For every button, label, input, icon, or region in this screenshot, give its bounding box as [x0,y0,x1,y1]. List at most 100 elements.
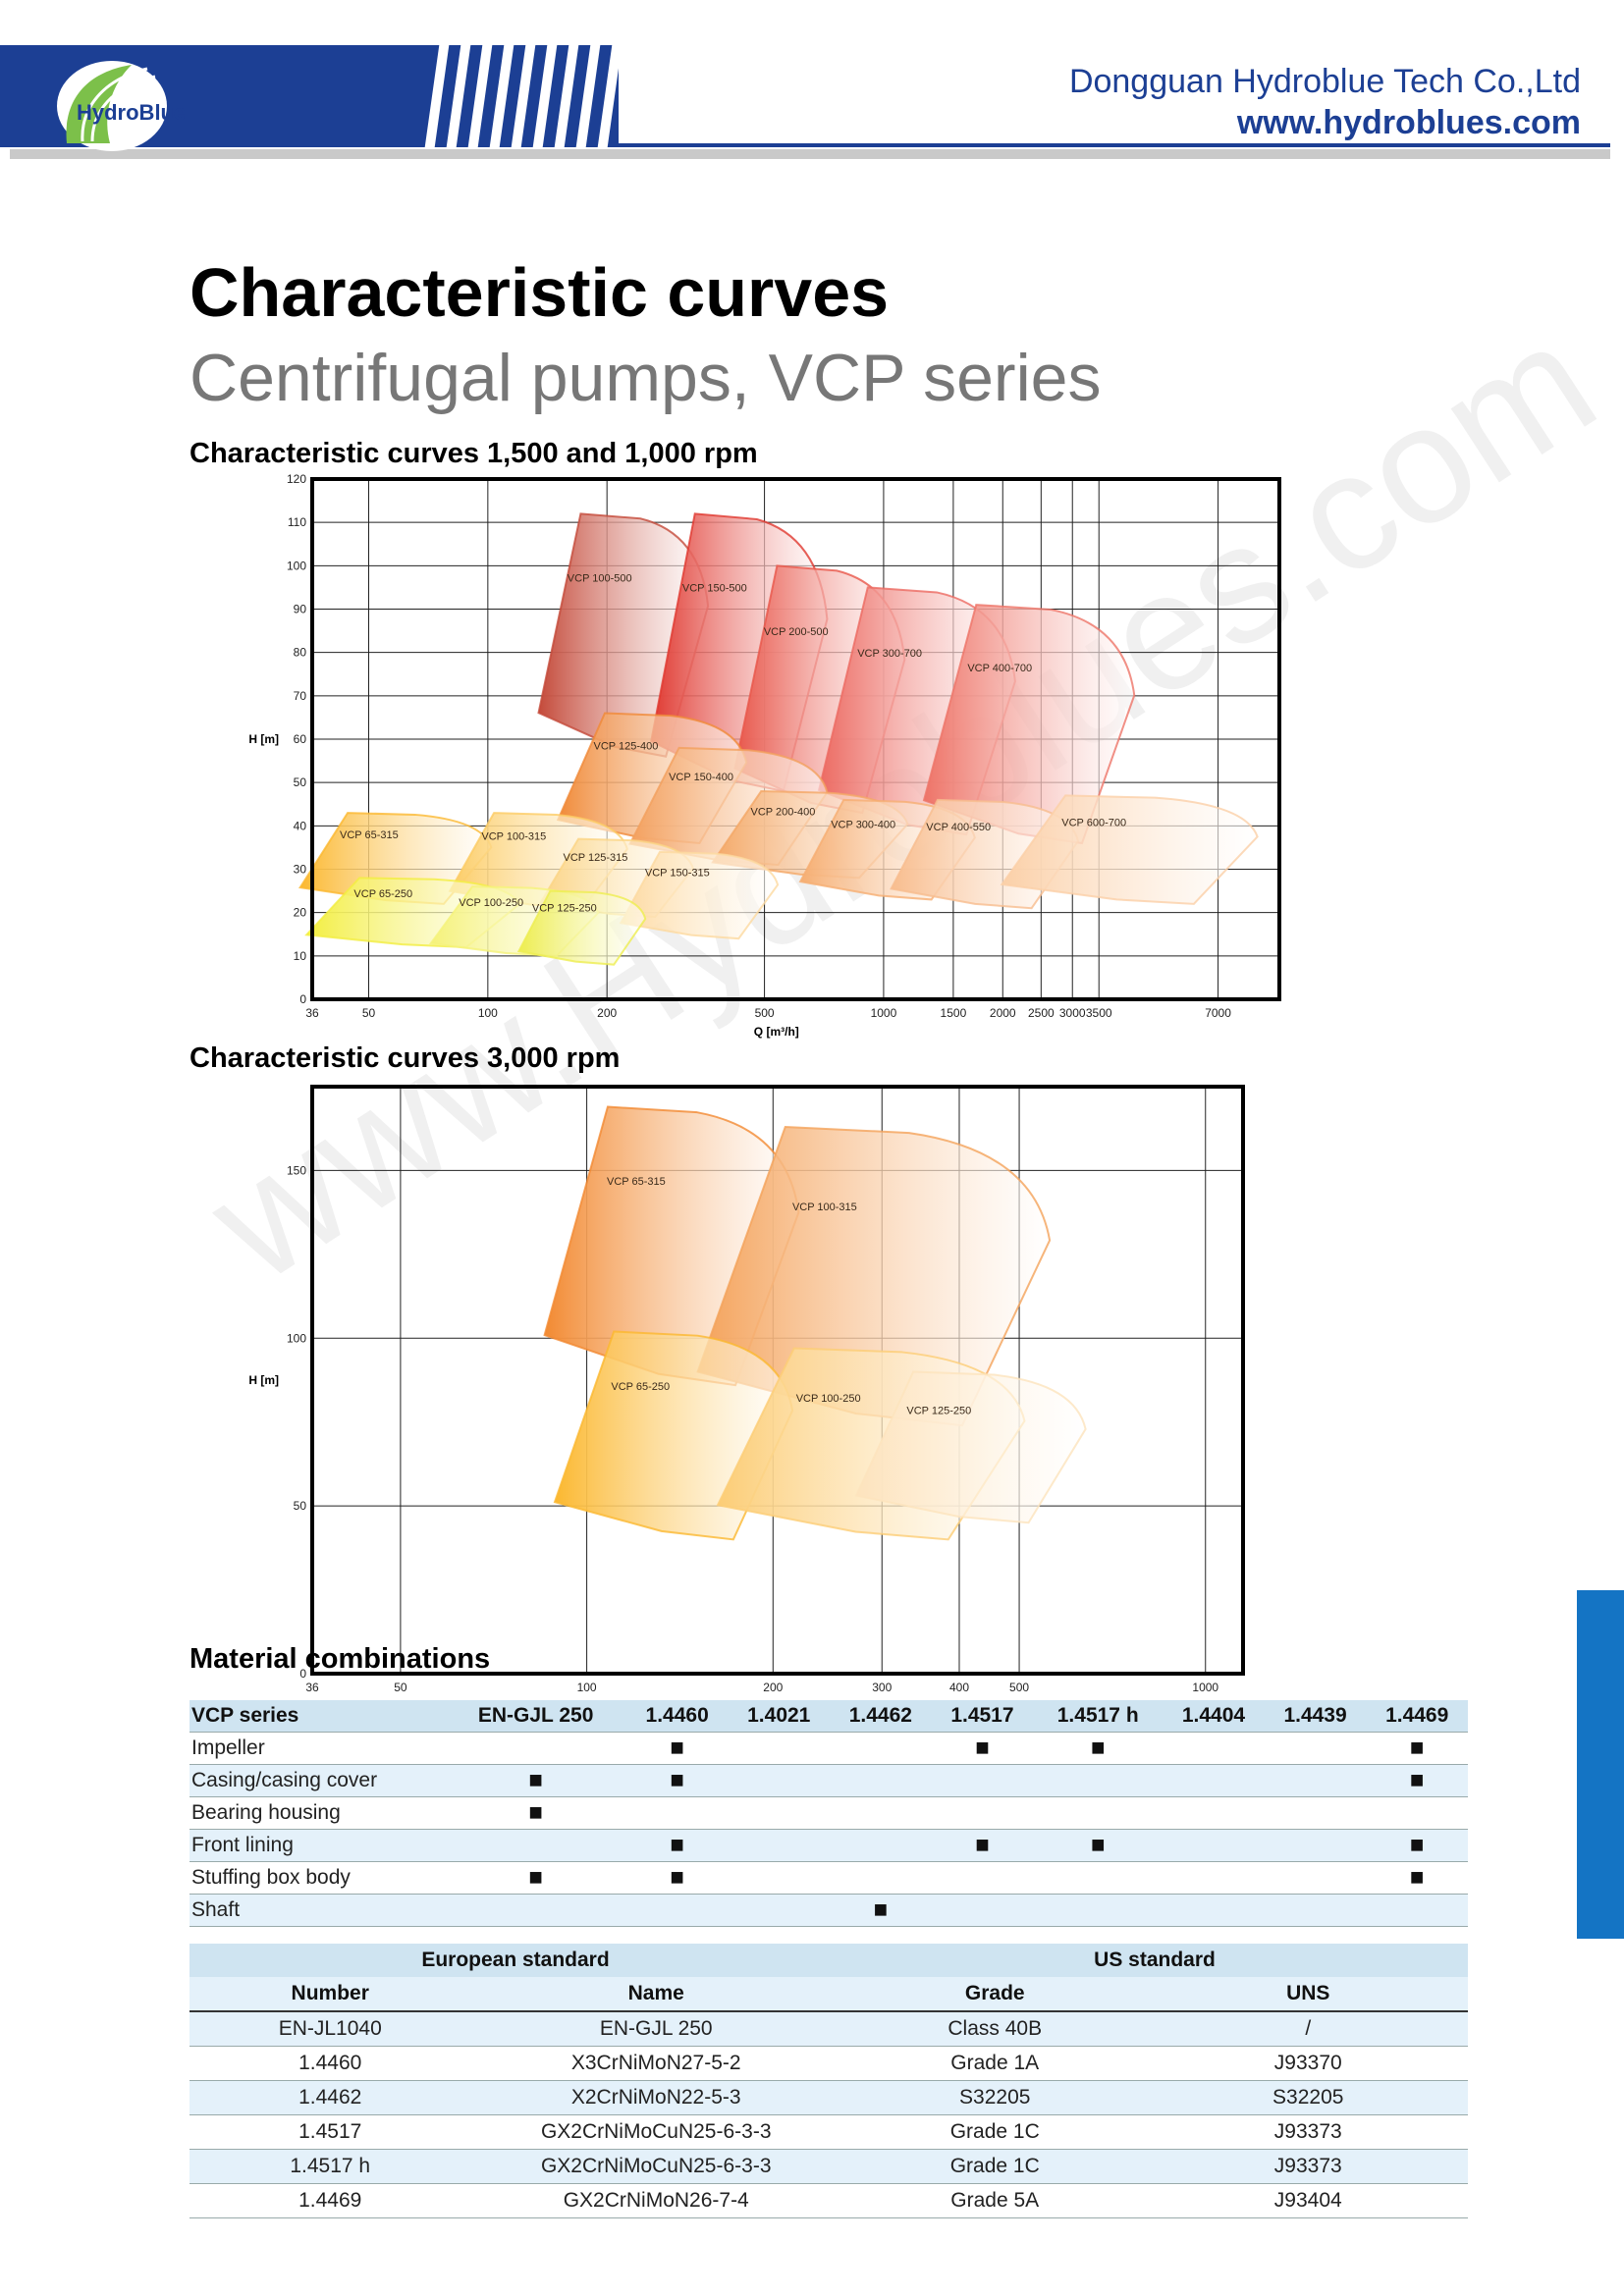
table-cell: J93373 [1148,2149,1468,2184]
pump-curve-area [854,1370,1087,1524]
material-mark: ■ [625,1764,729,1797]
empty-cell [728,1796,831,1830]
company-website[interactable]: www.hydroblues.com [1236,104,1581,141]
empty-cell [1366,1894,1468,1927]
chart2-title: Characteristic curves 3,000 rpm [189,1042,621,1074]
table-cell: X2CrNiMoN22-5-3 [470,2080,842,2115]
x-tick-label: 300 [872,1681,892,1694]
series-label: VCP 150-315 [645,868,710,880]
series-label: VCP 150-400 [669,772,733,783]
x-tick-label: 2000 [990,1006,1016,1020]
table-cell: 1.4462 [189,2080,471,2115]
table-cell: J93373 [1148,2114,1468,2150]
component-label: Front lining [189,1829,446,1862]
table-row: Shaft ■ [189,1894,1468,1927]
table-row: Casing/casing cover ■ ■ ■ [189,1764,1468,1797]
company-name: Dongguan Hydroblue Tech Co.,Ltd [1068,63,1581,100]
series-label: VCP 200-500 [764,626,829,638]
table-cell: 1.4469 [189,2183,471,2218]
y-tick-label: 40 [294,819,307,832]
empty-cell [445,1829,626,1862]
table-cell: GX2CrNiMoCuN25-6-3-3 [470,2149,842,2184]
empty-cell [1163,1764,1265,1797]
empty-cell [1366,1796,1468,1830]
y-tick-label: 120 [287,472,306,486]
table-cell: J93370 [1148,2046,1468,2081]
x-tick-label: 400 [949,1681,969,1694]
series-label: VCP 200-400 [751,807,816,819]
empty-cell [830,1829,932,1862]
material-mark: ■ [625,1829,729,1862]
empty-cell [625,1894,729,1927]
table-row: 1.4460 X3CrNiMoN27-5-2 Grade 1A J93370 [189,2046,1468,2081]
empty-cell [931,1796,1034,1830]
standards-table: European standard US standard Number Nam… [189,1944,1468,2218]
chart-3000-rpm: 36 50 100 200 300 400 500 1000 0 50 100 150 VCP 65-3… [248,1085,1245,1713]
series-label: VCP 300-400 [831,819,895,830]
material-mark: ■ [931,1829,1034,1862]
x-tick-label: 1000 [871,1006,897,1020]
component-label: Stuffing box body [189,1861,446,1895]
series-label: VCP 400-700 [967,663,1032,674]
table-cell: Class 40B [841,2011,1149,2047]
pump-curve-area [619,850,780,940]
table-row: Bearing housing ■ [189,1796,1468,1830]
y-tick-label: 150 [287,1163,306,1177]
y-tick-label: 110 [288,515,306,529]
component-label: Shaft [189,1894,446,1927]
materials-header-row: VCP series EN-GJL 250 1.4460 1.4021 1.4462 1.… [189,1700,1468,1733]
x-axis-label: Q [m³/h] [754,1025,799,1039]
pump-curve-area [696,1125,1052,1427]
empty-cell [1264,1894,1367,1927]
header-shadow [10,149,1610,159]
chart1-title: Characteristic curves 1,500 and 1,000 rp… [189,438,758,469]
table-row: Front lining ■ ■ ■ ■ [189,1829,1468,1862]
materials-col-grade: 1.4462 [830,1700,932,1733]
component-label: Bearing housing [189,1796,446,1830]
empty-cell [1033,1796,1164,1830]
x-tick-label: 500 [1009,1681,1029,1694]
x-tick-label: 200 [763,1681,783,1694]
y-tick-label: 50 [294,775,307,789]
y-tick-label: 0 [299,1667,306,1681]
series-label: VCP 65-315 [340,829,399,841]
empty-cell [625,1796,729,1830]
table-cell: 1.4517 [189,2114,471,2150]
empty-cell [1264,1861,1367,1895]
empty-cell [931,1861,1034,1895]
col-uns: UNS [1148,1977,1468,2012]
empty-cell [1264,1764,1367,1797]
standards-column-row: Number Name Grade UNS [189,1977,1468,2012]
materials-col-grade: 1.4460 [625,1700,729,1733]
empty-cell [1264,1829,1367,1862]
series-label: VCP 125-250 [906,1406,971,1417]
table-row: 1.4469 GX2CrNiMoN26-7-4 Grade 5A J93404 [189,2183,1468,2218]
table-cell: X3CrNiMoN27-5-2 [470,2046,842,2081]
us-standard-header: US standard [841,1944,1468,1977]
empty-cell [931,1894,1034,1927]
series-label: VCP 600-700 [1061,817,1126,828]
y-tick-label: 0 [299,992,306,1006]
y-tick-label: 70 [294,689,307,703]
table-row: EN-JL1040 EN-GJL 250 Class 40B / [189,2011,1468,2047]
empty-cell [830,1861,932,1895]
x-tick-label: 1000 [1192,1681,1218,1694]
empty-cell [1033,1894,1164,1927]
table-row: 1.4517 GX2CrNiMoCuN25-6-3-3 Grade 1C J93373 [189,2114,1468,2150]
material-mark: ■ [625,1732,729,1765]
series-label: VCP 400-550 [926,822,991,833]
material-mark: ■ [1033,1732,1164,1765]
table-cell: EN-GJL 250 [470,2011,842,2047]
header-rule [619,143,1610,147]
empty-cell [830,1796,932,1830]
series-label: VCP 150-500 [682,582,747,594]
materials-col-grade: EN-GJL 250 [445,1700,626,1733]
x-tick-label: 1500 [941,1006,967,1020]
material-mark: ■ [445,1861,626,1895]
materials-col-grade: 1.4439 [1264,1700,1367,1733]
x-tick-label: 50 [394,1681,407,1694]
empty-cell [830,1764,932,1797]
y-tick-label: 80 [294,646,307,660]
x-tick-label: 100 [577,1681,597,1694]
table-cell: 1.4517 h [189,2149,471,2184]
